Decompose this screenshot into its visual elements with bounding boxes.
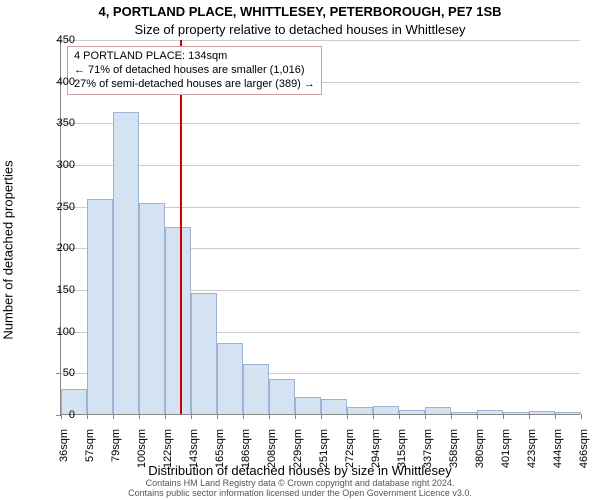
x-tick bbox=[191, 414, 192, 419]
x-tick bbox=[503, 414, 504, 419]
x-tick-label: 380sqm bbox=[474, 429, 486, 468]
chart-title-line2: Size of property relative to detached ho… bbox=[0, 22, 600, 37]
x-tick-label: 100sqm bbox=[136, 429, 148, 468]
histogram-bar bbox=[295, 397, 321, 414]
y-tick-label: 300 bbox=[43, 159, 75, 171]
x-tick bbox=[529, 414, 530, 419]
x-tick bbox=[243, 414, 244, 419]
grid-line bbox=[61, 40, 580, 41]
histogram-bar bbox=[425, 407, 451, 414]
annotation-line3: 27% of semi-detached houses are larger (… bbox=[74, 78, 315, 92]
x-tick-label: 358sqm bbox=[448, 429, 460, 468]
x-tick-label: 337sqm bbox=[422, 429, 434, 468]
footnote: Contains HM Land Registry data © Crown c… bbox=[0, 479, 600, 499]
x-tick-label: 272sqm bbox=[344, 429, 356, 468]
y-tick-label: 100 bbox=[43, 326, 75, 338]
y-tick-label: 0 bbox=[43, 409, 75, 421]
x-tick bbox=[347, 414, 348, 419]
x-tick-label: 444sqm bbox=[552, 429, 564, 468]
histogram-bar bbox=[555, 412, 581, 414]
chart-container: 4, PORTLAND PLACE, WHITTLESEY, PETERBORO… bbox=[0, 0, 600, 500]
x-tick bbox=[477, 414, 478, 419]
histogram-bar bbox=[373, 406, 399, 414]
y-tick-label: 150 bbox=[43, 284, 75, 296]
annotation-box: 4 PORTLAND PLACE: 134sqm ← 71% of detach… bbox=[67, 46, 322, 95]
histogram-bar bbox=[321, 399, 347, 414]
annotation-line1: 4 PORTLAND PLACE: 134sqm bbox=[74, 50, 315, 64]
x-tick bbox=[425, 414, 426, 419]
histogram-bar bbox=[347, 407, 373, 414]
reference-line bbox=[180, 40, 182, 414]
x-tick-label: 165sqm bbox=[214, 429, 226, 468]
histogram-bar bbox=[217, 343, 243, 414]
histogram-bar bbox=[139, 203, 165, 414]
x-tick-label: 36sqm bbox=[58, 429, 70, 462]
x-tick bbox=[451, 414, 452, 419]
y-tick-label: 400 bbox=[43, 76, 75, 88]
x-tick bbox=[581, 414, 582, 419]
histogram-bar bbox=[451, 412, 477, 415]
histogram-bar bbox=[165, 227, 191, 415]
x-tick bbox=[321, 414, 322, 419]
x-tick-label: 401sqm bbox=[500, 429, 512, 468]
x-tick bbox=[295, 414, 296, 419]
x-tick-label: 251sqm bbox=[318, 429, 330, 468]
histogram-bar bbox=[243, 364, 269, 414]
x-tick-label: 57sqm bbox=[84, 429, 96, 462]
histogram-bar bbox=[503, 412, 529, 414]
histogram-bar bbox=[87, 199, 113, 414]
histogram-bar bbox=[113, 112, 139, 414]
chart-title-line1: 4, PORTLAND PLACE, WHITTLESEY, PETERBORO… bbox=[0, 4, 600, 19]
plot-area: 4 PORTLAND PLACE: 134sqm ← 71% of detach… bbox=[60, 40, 580, 415]
x-tick bbox=[113, 414, 114, 419]
y-tick-label: 250 bbox=[43, 201, 75, 213]
annotation-line2: ← 71% of detached houses are smaller (1,… bbox=[74, 64, 315, 78]
x-tick bbox=[373, 414, 374, 419]
y-tick-label: 200 bbox=[43, 242, 75, 254]
x-tick bbox=[139, 414, 140, 419]
footnote-line2: Contains public sector information licen… bbox=[0, 489, 600, 499]
y-tick-label: 450 bbox=[43, 34, 75, 46]
histogram-bar bbox=[269, 379, 295, 414]
y-tick-label: 50 bbox=[43, 367, 75, 379]
x-tick bbox=[555, 414, 556, 419]
y-axis-label: Number of detached properties bbox=[1, 160, 16, 339]
x-tick-label: 79sqm bbox=[110, 429, 122, 462]
histogram-bar bbox=[477, 410, 503, 414]
x-tick bbox=[165, 414, 166, 419]
x-tick bbox=[269, 414, 270, 419]
x-tick-label: 294sqm bbox=[370, 429, 382, 468]
histogram-bar bbox=[191, 293, 217, 414]
x-tick bbox=[399, 414, 400, 419]
x-tick bbox=[87, 414, 88, 419]
x-tick-label: 208sqm bbox=[266, 429, 278, 468]
x-tick-label: 315sqm bbox=[396, 429, 408, 468]
x-tick-label: 186sqm bbox=[240, 429, 252, 468]
x-tick-label: 423sqm bbox=[526, 429, 538, 468]
y-tick-label: 350 bbox=[43, 117, 75, 129]
x-tick-label: 229sqm bbox=[292, 429, 304, 468]
x-tick bbox=[217, 414, 218, 419]
x-tick-label: 122sqm bbox=[162, 429, 174, 468]
histogram-bar bbox=[529, 411, 555, 414]
histogram-bar bbox=[399, 410, 425, 414]
x-tick-label: 143sqm bbox=[188, 429, 200, 468]
x-tick-label: 466sqm bbox=[578, 429, 590, 468]
